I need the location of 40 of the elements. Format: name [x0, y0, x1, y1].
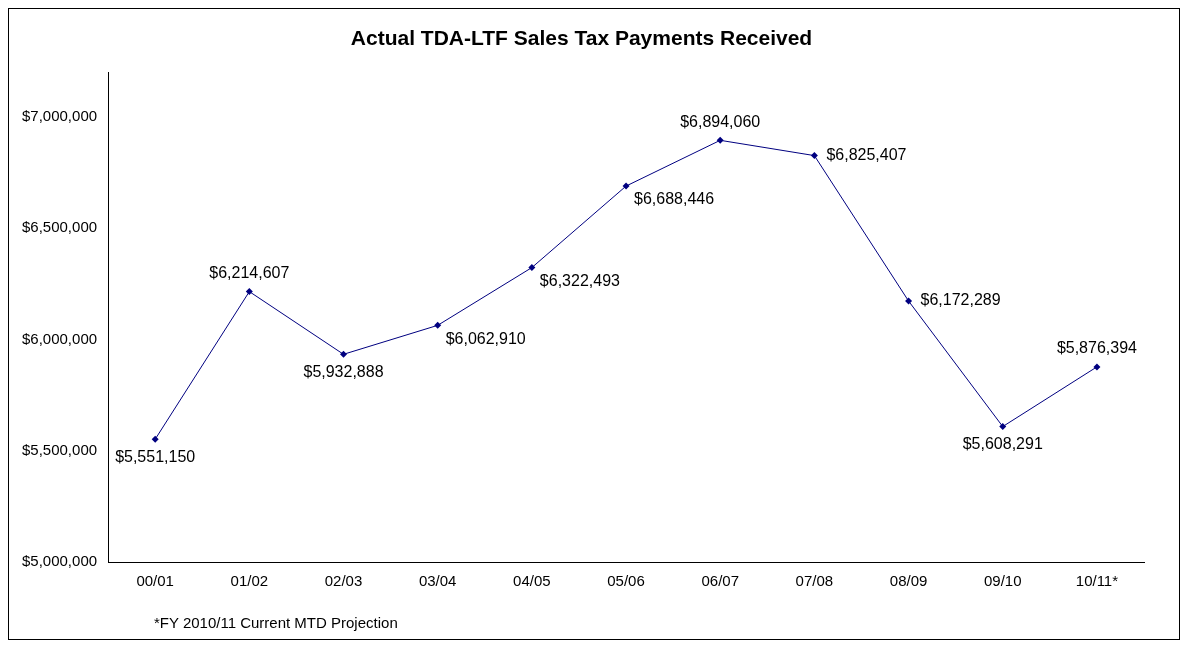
x-tick-label: 06/07	[701, 572, 739, 590]
point	[810, 152, 818, 160]
x-tick-label: 03/04	[418, 572, 457, 590]
data-label: $5,551,150	[115, 447, 196, 465]
data-label: $6,322,493	[539, 271, 621, 289]
data-label: $6,172,289	[920, 291, 1001, 309]
y-tick-label: $6,000,000	[22, 329, 98, 347]
y-tick-label: $5,000,000	[22, 552, 98, 570]
x-tick-label: 07/08	[795, 572, 834, 590]
data-label: $6,825,407	[826, 146, 907, 163]
point	[716, 136, 724, 144]
data-label: $6,214,607	[209, 263, 290, 281]
text: *FY 2010/11 Current MTD Projection	[154, 614, 398, 631]
point	[245, 288, 253, 296]
chart-title: Actual TDA-LTF Sales Tax Payments Received	[350, 26, 813, 50]
data-label: $6,894,060	[680, 112, 761, 130]
data-label: $6,062,910	[445, 329, 526, 347]
x-tick-label: 10/11*	[1075, 572, 1119, 590]
point	[1093, 363, 1101, 371]
data-label: $5,876,394	[1056, 339, 1138, 357]
point	[905, 297, 913, 305]
x-tick-label: 04/05	[513, 572, 551, 590]
y-tick-label: $6,500,000	[22, 218, 98, 236]
x-tick-label: 02/03	[324, 572, 363, 590]
data-label: $5,608,291	[962, 434, 1043, 452]
x-tick-label: 01/02	[230, 572, 269, 590]
x-tick-label: 00/01	[136, 572, 174, 590]
point	[999, 423, 1007, 431]
x-tick-label: 09/10	[983, 572, 1022, 590]
y-tick-label: $7,000,000	[22, 106, 98, 124]
point	[434, 321, 442, 329]
point	[151, 435, 159, 443]
x-tick-label: 08/09	[889, 572, 928, 590]
y-tick-label: $5,500,000	[22, 440, 98, 458]
data-label: $6,688,446	[634, 190, 715, 208]
data-label: $5,932,888	[303, 362, 384, 380]
x-tick-label: 05/06	[607, 572, 645, 590]
point	[340, 350, 348, 358]
point	[528, 264, 536, 272]
point	[622, 182, 630, 190]
